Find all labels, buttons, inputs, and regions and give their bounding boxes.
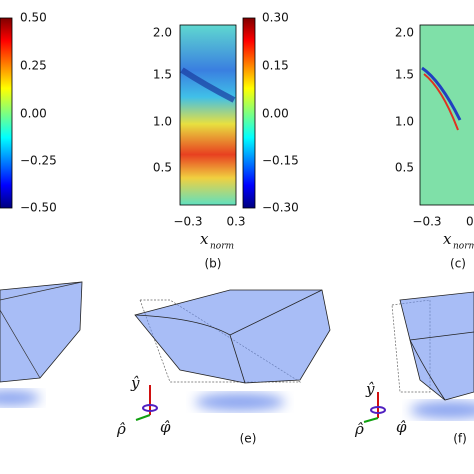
y-tick: 0.5 — [153, 161, 172, 175]
panel-label: (e) — [240, 432, 257, 446]
axis-label: ρ̂ — [354, 420, 364, 438]
colorbar-tick: 0.00 — [262, 107, 289, 121]
heatmap-feature — [423, 73, 459, 131]
shadow — [0, 390, 40, 406]
edge — [134, 289, 323, 384]
axis-arrow — [142, 404, 158, 412]
axis-label: ŷ — [130, 374, 140, 392]
colorbar-tick: −0.30 — [262, 201, 299, 215]
x-label: x — [443, 230, 452, 248]
colorbar-tick: 0.50 — [20, 11, 47, 25]
y-tick: 2.0 — [153, 26, 172, 40]
axis-arrow — [135, 414, 151, 421]
heatmap-feature — [180, 67, 236, 103]
axis-label: ŷ — [365, 380, 375, 398]
colorbar-tick: 0.30 — [262, 11, 289, 25]
x-label: x — [200, 230, 209, 248]
heatmap — [419, 24, 474, 206]
axis-arrow — [363, 417, 379, 423]
edge — [0, 281, 83, 379]
colorbar — [242, 17, 256, 209]
shadow — [195, 393, 285, 411]
axis-label: ρ̂ — [116, 420, 126, 438]
shape-3d — [0, 281, 83, 383]
colorbar-tick: −0.25 — [20, 154, 57, 168]
colorbar — [0, 17, 13, 209]
colorbar-tick: 0.15 — [262, 59, 289, 73]
y-tick: 1.0 — [153, 115, 172, 129]
colorbar-tick: 0.25 — [20, 59, 47, 73]
heatmap-feature — [421, 66, 462, 121]
shape-3d — [399, 291, 474, 401]
panel-label: (b) — [205, 257, 222, 271]
outline — [139, 299, 302, 383]
y-tick: 1.5 — [153, 68, 172, 82]
edge — [409, 331, 474, 401]
y-tick: 2.0 — [395, 26, 414, 40]
panel-label: (f) — [453, 432, 467, 446]
panel-label: (c) — [450, 257, 466, 271]
shape-3d — [134, 289, 331, 384]
colorbar-tick: −0.50 — [20, 201, 57, 215]
shadow — [410, 401, 474, 419]
x-tick: −0.3 — [173, 215, 202, 229]
y-tick: 1.5 — [395, 68, 414, 82]
y-tick: 0.5 — [395, 161, 414, 175]
colorbar-tick: −0.15 — [262, 154, 299, 168]
axis-label: φ̂ — [160, 418, 171, 436]
axis-arrow — [370, 406, 386, 414]
x-tick: 0.3 — [226, 215, 245, 229]
y-tick: 1.0 — [395, 115, 414, 129]
x-tick: −0.3 — [412, 215, 441, 229]
axis-label: φ̂ — [396, 418, 407, 436]
x-label-sub: norm — [210, 242, 234, 252]
heatmap — [179, 24, 237, 206]
x-label-sub: norm — [453, 242, 474, 252]
colorbar-tick: 0.00 — [20, 107, 47, 121]
x-tick: 0 — [466, 215, 474, 229]
